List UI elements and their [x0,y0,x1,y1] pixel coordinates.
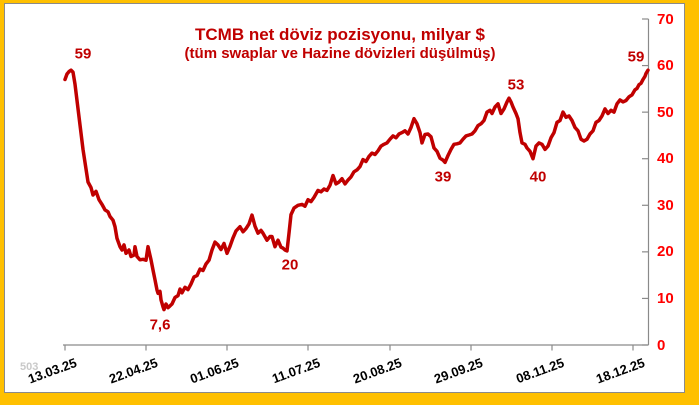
data-series-line [63,68,650,312]
title-block: TCMB net döviz pozisyonu, milyar $ (tüm … [185,24,496,64]
watermark-text: 503 [20,361,39,373]
chart-canvas [4,3,685,393]
chart-title: TCMB net döviz pozisyonu, milyar $ [195,25,485,44]
chart-subtitle: (tüm swaplar ve Hazine dövizleri düşülmü… [184,45,496,63]
